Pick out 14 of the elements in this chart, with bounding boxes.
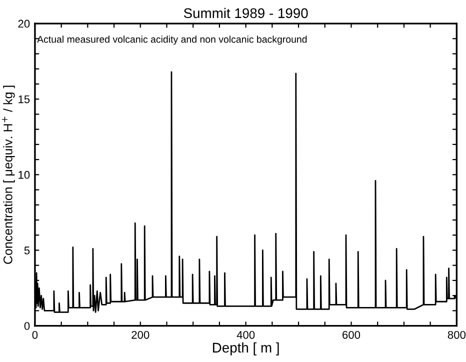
y-tick-label: 0 xyxy=(24,322,30,330)
annotation: Actual measured volcanic acidity and non volcanic background xyxy=(37,36,307,45)
y-tick-label: 15 xyxy=(18,95,30,104)
x-tick-label: 800 xyxy=(448,330,466,339)
x-tick-label: 600 xyxy=(342,330,360,339)
y-tick-label: 20 xyxy=(18,20,30,28)
y-tick-label: 10 xyxy=(18,170,30,179)
y-axis-title: Concentration [ μequiv. H$^{+}$ / kg ] xyxy=(2,86,15,264)
y-tick-label: 5 xyxy=(24,246,30,254)
chart-title: Summit 1989 - 1990 xyxy=(184,8,308,18)
x-tick-label: 400 xyxy=(236,330,255,339)
x-tick-label: 200 xyxy=(132,330,150,339)
x-tick-label: 0 xyxy=(32,330,38,339)
x-axis-title: Depth [ m ] xyxy=(212,342,279,356)
